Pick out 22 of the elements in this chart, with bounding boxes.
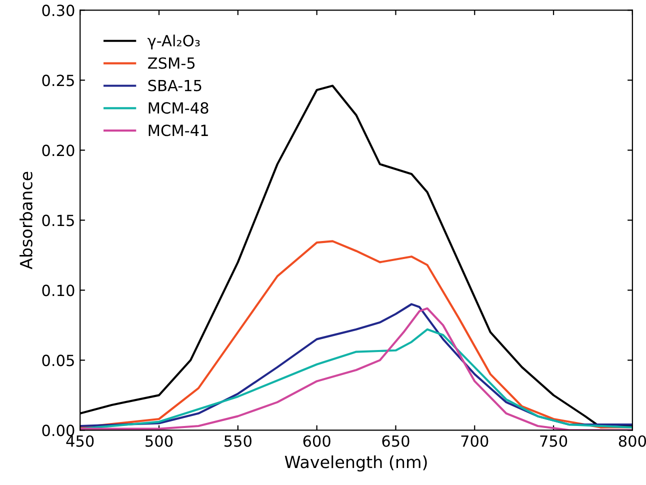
- y-tick-label: 0.25: [42, 74, 74, 86]
- x-tick-label: 500: [146, 435, 173, 447]
- x-tick-label: 700: [461, 435, 488, 447]
- x-tick-label: 750: [540, 435, 568, 447]
- y-tick-label: 0.00: [42, 424, 74, 436]
- legend-label: MCM-41: [148, 124, 208, 136]
- y-tick-label: 0.10: [42, 284, 74, 296]
- x-axis-title: Wavelength (nm): [284, 455, 427, 472]
- y-tick-label: 0.20: [42, 144, 74, 156]
- y-tick-label: 0.15: [42, 214, 74, 226]
- legend-label: MCM-48: [148, 102, 208, 114]
- legend-label: ZSM-5: [148, 57, 195, 69]
- y-axis-title: Absorbance: [20, 172, 32, 270]
- y-tick-label: 0.30: [42, 4, 74, 16]
- x-tick-label: 450: [66, 435, 94, 447]
- x-tick-label: 550: [224, 435, 252, 447]
- x-tick-label: 800: [618, 435, 646, 447]
- y-tick-label: 0.05: [42, 354, 74, 366]
- legend-label: SBA-15: [148, 80, 202, 92]
- legend-label: γ-Al₂O₃: [148, 34, 200, 50]
- x-tick-label: 600: [303, 435, 330, 447]
- x-tick-label: 650: [382, 435, 410, 447]
